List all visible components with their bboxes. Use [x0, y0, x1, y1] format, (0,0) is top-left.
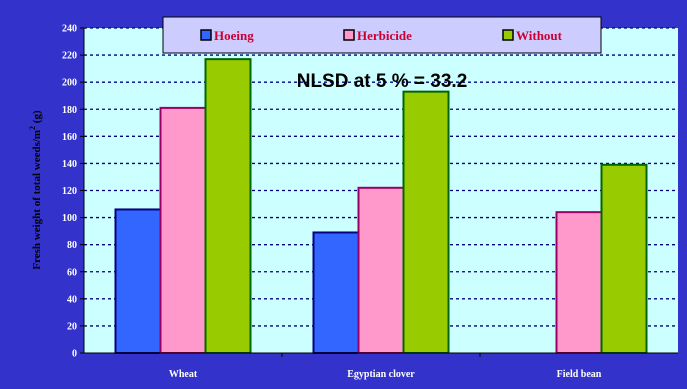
y-axis-title-superscript: 2 — [28, 126, 37, 130]
y-tick-labels: 0 20 40 60 80 100 120 140 160 180 200 220 240 — [62, 24, 77, 360]
nlsd-annotation: NLSD at 5 % = 33.2 — [297, 71, 468, 92]
bar-herbicide-1 — [357, 186, 405, 354]
bar-hoeing-1 — [312, 231, 360, 355]
y-axis-title-main: Fresh weight of total weeds/m — [31, 130, 43, 270]
y-tick-label: 120 — [62, 186, 77, 197]
y-tick-label: 140 — [62, 159, 77, 170]
legend-swatch-herbicide — [343, 29, 355, 41]
y-tick-label: 180 — [62, 105, 77, 116]
bar-without-0 — [204, 58, 252, 354]
y-axis-title-unit: (g) — [31, 110, 43, 126]
y-tick-label: 160 — [62, 132, 77, 143]
y-tick-label: 20 — [67, 321, 77, 332]
legend-swatch-hoeing — [200, 29, 212, 41]
bar-herbicide-2 — [555, 211, 603, 354]
y-tick-label: 220 — [62, 51, 77, 62]
y-tick-label: 80 — [67, 240, 77, 251]
y-tick-label: 200 — [62, 78, 77, 89]
legend-label-without: Without — [516, 28, 563, 43]
x-tick-label: Wheat — [169, 369, 198, 380]
y-axis-title: Fresh weight of total weeds/m2 (g) — [28, 110, 43, 270]
x-tick-label: Field bean — [557, 369, 602, 380]
y-tick-label: 0 — [72, 349, 77, 360]
x-tick-label: Egyptian clover — [347, 369, 415, 380]
bar-without-2 — [600, 163, 648, 354]
legend: Hoeing Herbicide Without — [162, 16, 602, 54]
x-tick-labels: Wheat Egyptian clover Field bean — [169, 369, 602, 380]
y-tick-label: 240 — [62, 24, 77, 35]
axes — [80, 27, 678, 357]
y-tick-label: 100 — [62, 213, 77, 224]
y-tick-label: 40 — [67, 294, 77, 305]
legend-swatch-without — [502, 29, 514, 41]
legend-label-herbicide: Herbicide — [357, 28, 412, 43]
legend-label-hoeing: Hoeing — [214, 28, 254, 43]
y-tick-label: 60 — [67, 267, 77, 278]
bars — [114, 58, 648, 355]
bar-hoeing-0 — [114, 208, 162, 354]
legend-box — [162, 16, 602, 54]
bar-without-1 — [402, 90, 450, 354]
bar-herbicide-0 — [159, 106, 207, 355]
